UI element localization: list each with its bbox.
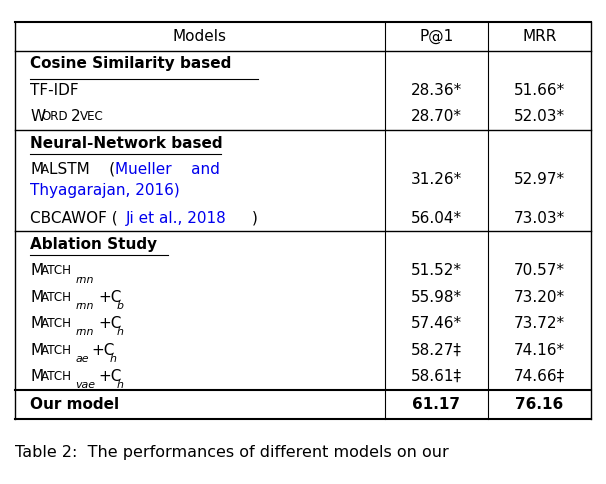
Text: rnn: rnn [75, 275, 94, 285]
Text: 52.03*: 52.03* [514, 109, 565, 124]
Text: Models: Models [173, 29, 227, 44]
Text: 70.57*: 70.57* [514, 263, 565, 278]
Text: h: h [116, 380, 124, 390]
Text: 28.70*: 28.70* [411, 109, 462, 124]
Text: 76.16: 76.16 [515, 397, 564, 412]
Text: h: h [116, 328, 124, 337]
Text: Ablation Study: Ablation Study [30, 237, 158, 252]
Text: Cosine Similarity based: Cosine Similarity based [30, 57, 231, 72]
Text: 57.46*: 57.46* [411, 316, 462, 331]
Text: 58.61‡: 58.61‡ [411, 369, 462, 384]
Text: M: M [30, 162, 44, 177]
Text: ae: ae [75, 354, 88, 364]
Text: +C: +C [98, 316, 122, 331]
Text: 52.97*: 52.97* [514, 172, 565, 187]
Text: 73.20*: 73.20* [514, 290, 565, 305]
Text: Mueller    and: Mueller and [115, 162, 219, 177]
Text: VEC: VEC [80, 110, 104, 123]
Text: +C: +C [98, 369, 122, 384]
Text: b: b [116, 301, 124, 311]
Text: ATCH: ATCH [41, 370, 72, 383]
Text: A: A [41, 163, 48, 176]
Text: 74.16*: 74.16* [514, 343, 565, 358]
Text: 55.98*: 55.98* [411, 290, 462, 305]
Text: M: M [30, 316, 44, 331]
Text: Table 2:  The performances of different models on our: Table 2: The performances of different m… [15, 445, 449, 460]
Text: ATCH: ATCH [41, 317, 72, 330]
Text: ATCH: ATCH [41, 291, 72, 304]
Text: vae: vae [75, 380, 95, 390]
Text: M: M [30, 343, 44, 358]
Text: 51.52*: 51.52* [411, 263, 462, 278]
Text: M: M [30, 263, 44, 278]
Text: LSTM    (: LSTM ( [49, 162, 115, 177]
Text: +C: +C [92, 343, 115, 358]
Text: M: M [30, 290, 44, 305]
Text: Neural-Network based: Neural-Network based [30, 136, 223, 151]
Text: ORD: ORD [42, 110, 68, 123]
Text: rnn: rnn [75, 328, 94, 337]
Text: ATCH: ATCH [41, 264, 72, 277]
Text: 31.26*: 31.26* [411, 172, 462, 187]
Text: 2: 2 [71, 109, 81, 124]
Text: MRR: MRR [522, 29, 556, 44]
Text: 28.36*: 28.36* [411, 83, 462, 98]
Text: 74.66‡: 74.66‡ [514, 369, 565, 384]
Text: M: M [30, 369, 44, 384]
Text: Ji et al., 2018: Ji et al., 2018 [126, 211, 227, 226]
Text: rnn: rnn [75, 301, 94, 311]
Text: 73.03*: 73.03* [514, 211, 565, 226]
Text: ATCH: ATCH [41, 344, 72, 357]
Text: P@1: P@1 [419, 29, 453, 44]
Text: ): ) [252, 211, 258, 226]
Text: h: h [110, 354, 116, 364]
Text: Our model: Our model [30, 397, 119, 412]
Text: Thyagarajan, 2016): Thyagarajan, 2016) [30, 183, 180, 198]
Text: TF-IDF: TF-IDF [30, 83, 79, 98]
Text: 51.66*: 51.66* [514, 83, 565, 98]
Text: 58.27‡: 58.27‡ [411, 343, 462, 358]
Text: 61.17: 61.17 [412, 397, 461, 412]
Text: W: W [30, 109, 45, 124]
Text: 73.72*: 73.72* [514, 316, 565, 331]
Text: 56.04*: 56.04* [411, 211, 462, 226]
Text: CBCAWOF (: CBCAWOF ( [30, 211, 118, 226]
Text: +C: +C [98, 290, 122, 305]
